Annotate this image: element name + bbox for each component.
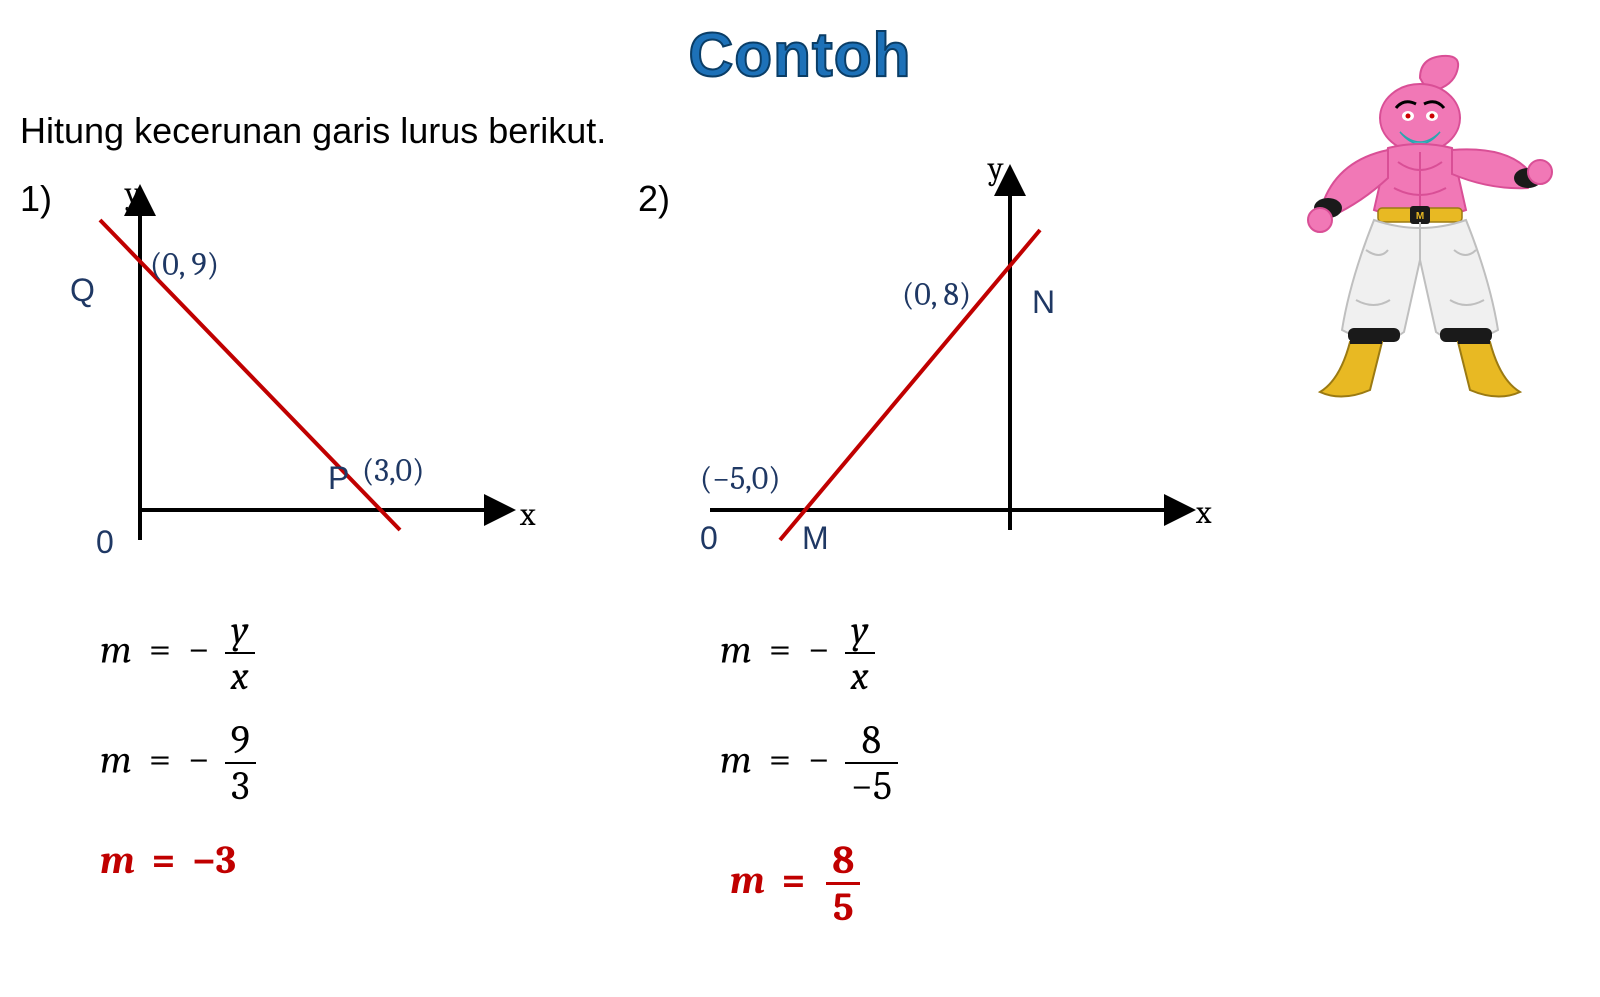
q1-eq3-val: −3: [192, 837, 236, 883]
q2-chart: [680, 160, 1200, 560]
q2-eq2-m: m: [720, 736, 752, 782]
q2-eq2: m = − 8 −5: [720, 720, 902, 806]
q1-x-label: x: [520, 496, 535, 533]
q1-eq1-num: y: [225, 610, 255, 654]
q1-line: [100, 220, 400, 530]
q1-eq2-num: 9: [225, 720, 256, 764]
q1-origin: 0: [96, 524, 114, 561]
q1-eq3-m: m: [100, 837, 135, 883]
q2-eq1-eq: =: [761, 626, 799, 672]
q2-eq1-m: m: [720, 626, 752, 672]
q2-eq2-den: −5: [845, 764, 898, 806]
q1-eq3: m = −3: [100, 840, 236, 880]
q1-eq1-den: x: [225, 654, 255, 696]
q2-x-label: x: [1196, 494, 1211, 531]
q2-M-coord: (−5,0): [700, 460, 780, 497]
q1-y-label: y: [125, 175, 140, 212]
q2-eq3-den: 5: [826, 885, 860, 927]
q1-chart: [40, 180, 520, 560]
q2-eq3-m: m: [730, 857, 765, 903]
q1-eq2-eq: =: [141, 736, 179, 782]
q2-eq1-den: x: [845, 654, 875, 696]
q2-eq2-num: 8: [845, 720, 898, 764]
q1-eq2-neg: −: [188, 736, 212, 782]
q1-P-label: P: [328, 460, 349, 497]
q1-eq2-m: m: [100, 736, 132, 782]
q2-eq1-num: y: [845, 610, 875, 654]
q2-eq3-num: 8: [826, 840, 860, 885]
svg-text:M: M: [1416, 211, 1424, 222]
q2-y-label: y: [988, 150, 1003, 187]
q1-P-coord: (3,0): [362, 452, 424, 489]
q2-origin: 0: [700, 520, 718, 557]
q2-eq1: m = − y x: [720, 610, 879, 696]
q2-number: 2): [638, 178, 670, 220]
instruction-text: Hitung kecerunan garis lurus berikut.: [20, 110, 606, 152]
q2-eq1-neg: −: [808, 626, 832, 672]
q1-eq2: m = − 9 3: [100, 720, 260, 806]
q2-eq3: m = 8 5: [730, 840, 864, 927]
q2-eq2-neg: −: [808, 736, 832, 782]
q2-eq3-eq: =: [774, 857, 814, 903]
q1-Q-coord: (0, 9): [150, 246, 219, 283]
q2-N-label: N: [1032, 284, 1055, 321]
q1-eq2-den: 3: [225, 764, 256, 806]
q1-eq1-neg: −: [188, 626, 212, 672]
q2-M-label: M: [802, 520, 829, 557]
character-image: M: [1270, 50, 1570, 410]
q1-eq1-m: m: [100, 626, 132, 672]
q1-eq3-eq: =: [144, 837, 184, 883]
q1-Q-label: Q: [70, 272, 95, 309]
q2-eq2-eq: =: [761, 736, 799, 782]
q1-eq1-eq: =: [141, 626, 179, 672]
q1-eq1: m = − y x: [100, 610, 259, 696]
q2-N-coord: (0, 8): [902, 276, 971, 313]
